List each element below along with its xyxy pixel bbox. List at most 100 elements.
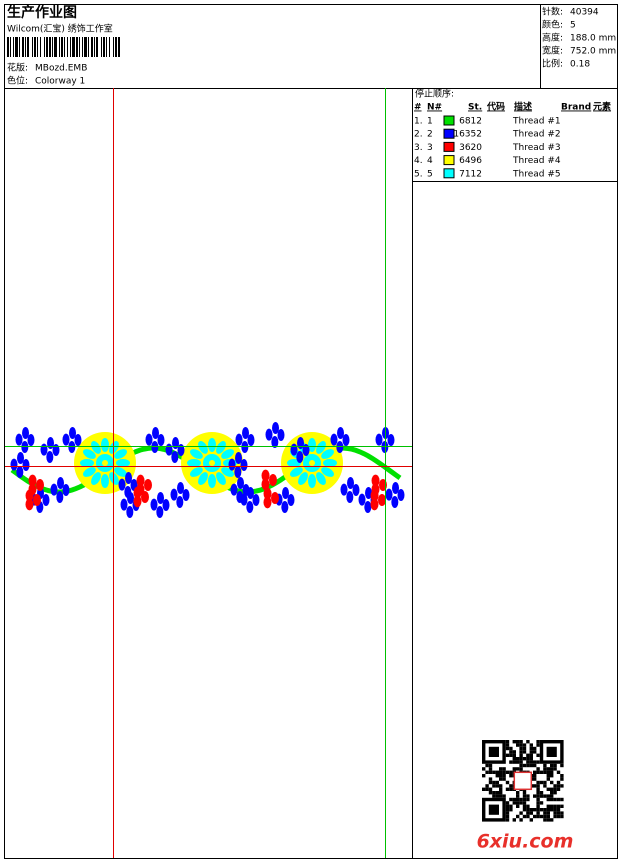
qr-cell [533, 774, 537, 778]
bar [101, 37, 102, 57]
color-swatch [443, 155, 455, 166]
leaf [246, 500, 254, 513]
qr-cell [553, 814, 557, 819]
qr-cell [560, 784, 564, 788]
qr-cell [536, 770, 540, 774]
qr-cell [488, 770, 493, 774]
qr-cell [553, 787, 557, 791]
qr-cell [516, 804, 520, 808]
qr-cell [505, 811, 510, 815]
leaf [282, 487, 290, 500]
leaf [126, 505, 134, 518]
qr-cell [526, 794, 530, 798]
leaf [50, 483, 58, 496]
qr-cell [495, 774, 499, 778]
qr-cell [505, 770, 510, 774]
color-swatch [443, 115, 455, 126]
qr-cell [488, 787, 493, 791]
leaf [118, 478, 126, 491]
bar [49, 37, 51, 57]
qr-cell [560, 774, 564, 778]
qr-cell [512, 801, 516, 805]
qr-cell [509, 770, 513, 774]
petal [83, 467, 96, 477]
qr-cell [536, 791, 540, 795]
bud [371, 474, 380, 487]
column-header: N# [427, 103, 442, 113]
summary-label: 颜色: [542, 19, 563, 31]
subtitle: Wilcom(汇宝) 绣饰工作室 [7, 23, 113, 35]
bar [7, 37, 9, 57]
row-number: 1 [427, 117, 433, 127]
row-number: 3 [427, 143, 433, 153]
bar [54, 37, 57, 57]
bar [27, 37, 29, 57]
qr-cell [556, 797, 561, 802]
leaf [172, 437, 180, 450]
qr-cell [556, 804, 561, 808]
qr-cell [495, 770, 499, 774]
leaf [242, 484, 250, 496]
qr-cell [516, 814, 520, 819]
leaf [290, 443, 298, 456]
bar [34, 37, 36, 57]
leaf [46, 450, 54, 463]
color-swatch [443, 168, 455, 179]
qr-cell [533, 794, 537, 798]
qr-cell [509, 760, 513, 764]
qr-cell [512, 750, 516, 754]
qr-cell [560, 814, 564, 819]
bud [141, 491, 149, 503]
qr-cell [485, 784, 489, 788]
qr-cell [546, 767, 550, 771]
qr-cell [492, 780, 496, 785]
qr-cell [499, 784, 503, 788]
description: Thread #3 [512, 143, 561, 153]
qr-cell [488, 763, 493, 768]
petal [308, 438, 316, 452]
qr-cell [512, 818, 516, 822]
qr-cell [533, 750, 537, 754]
qr-cell [556, 814, 561, 819]
summary-label: 针数: [542, 6, 563, 18]
qr-cell [536, 811, 540, 815]
leaf [152, 427, 160, 440]
qr-cell [512, 757, 516, 761]
qr-cell [482, 767, 486, 771]
leaf [22, 459, 30, 471]
qr-cell [539, 770, 544, 774]
qr-cell [495, 784, 499, 788]
qr-finder [546, 746, 557, 757]
leaf [281, 500, 289, 513]
qr-cell [512, 797, 516, 802]
leaf [252, 494, 260, 506]
bar [67, 37, 68, 57]
bar [44, 37, 45, 57]
bar [118, 37, 120, 57]
qr-cell [536, 797, 540, 802]
qr-cell [543, 811, 547, 815]
qr-cell [550, 763, 554, 768]
leaf [235, 433, 243, 446]
bar [82, 37, 83, 57]
barcode [7, 37, 120, 57]
description: Thread #1 [512, 117, 561, 127]
color-swatch [443, 128, 455, 139]
bud [261, 478, 270, 491]
qr-cell [543, 770, 547, 774]
qr-cell [546, 770, 550, 774]
qr-cell [539, 808, 544, 812]
qr-cell [539, 791, 544, 795]
qr-cell [539, 794, 544, 798]
qr-cell [495, 780, 499, 785]
bar [52, 37, 53, 57]
design-preview [5, 88, 412, 858]
row-number: 4 [427, 156, 433, 166]
qr-cell [516, 794, 520, 798]
qr-cell [546, 794, 550, 798]
qr-cell [539, 814, 544, 819]
petal [290, 467, 303, 477]
table-title: 停止顺序: [415, 88, 454, 100]
bar [70, 37, 71, 57]
